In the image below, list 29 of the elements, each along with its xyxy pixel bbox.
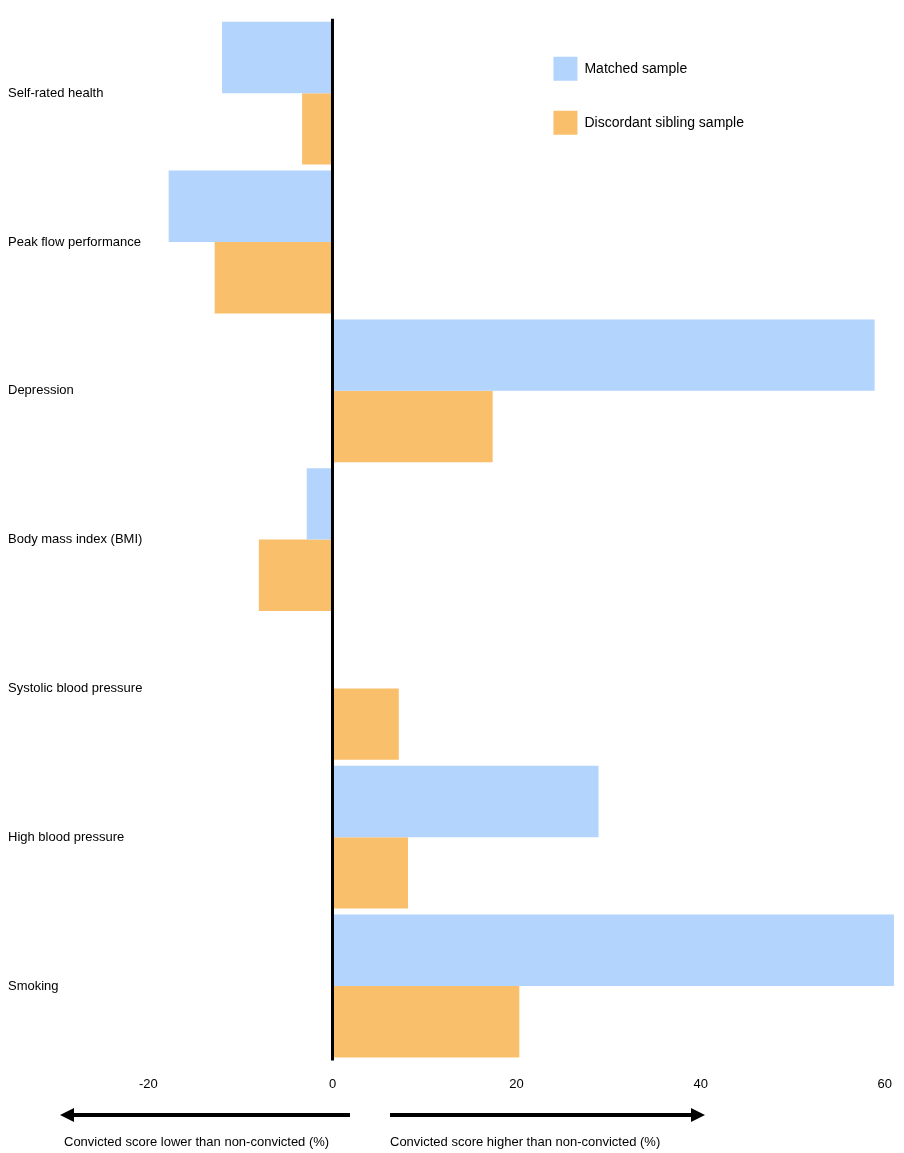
legend-label: Discordant sibling sample [584, 113, 745, 130]
bar [222, 21, 333, 94]
y-tick-label: Body mass index (BMI) [8, 531, 143, 547]
bar [332, 319, 875, 391]
y-tick-label: Self-rated health [8, 84, 104, 100]
bar [214, 242, 333, 314]
legend-label: Matched sample [584, 59, 688, 76]
bar [302, 93, 333, 165]
bar [332, 914, 894, 986]
bar [332, 837, 408, 909]
bar [332, 765, 599, 838]
bar [332, 986, 520, 1058]
bar [168, 170, 333, 242]
y-tick-label: Smoking [8, 977, 59, 993]
bar [306, 468, 333, 540]
x-tick-label: 60 [877, 1075, 892, 1091]
y-tick-label: Depression [8, 382, 74, 398]
x-tick-label: 0 [328, 1075, 337, 1091]
y-tick-label: High blood pressure [8, 828, 125, 844]
text: Convicted score lower than non-convicted (%) [64, 1134, 330, 1149]
text: Convicted score higher than non-convicted (%) [390, 1134, 661, 1149]
y-tick-label: Peak flow performance [8, 233, 141, 249]
x-tick-label: 20 [509, 1075, 524, 1091]
bar [332, 688, 399, 760]
bar [258, 539, 333, 612]
x-tick-label: -20 [139, 1075, 158, 1091]
x-tick-label: 40 [693, 1075, 708, 1091]
bar [332, 390, 493, 463]
y-tick-label: Systolic blood pressure [8, 679, 143, 695]
